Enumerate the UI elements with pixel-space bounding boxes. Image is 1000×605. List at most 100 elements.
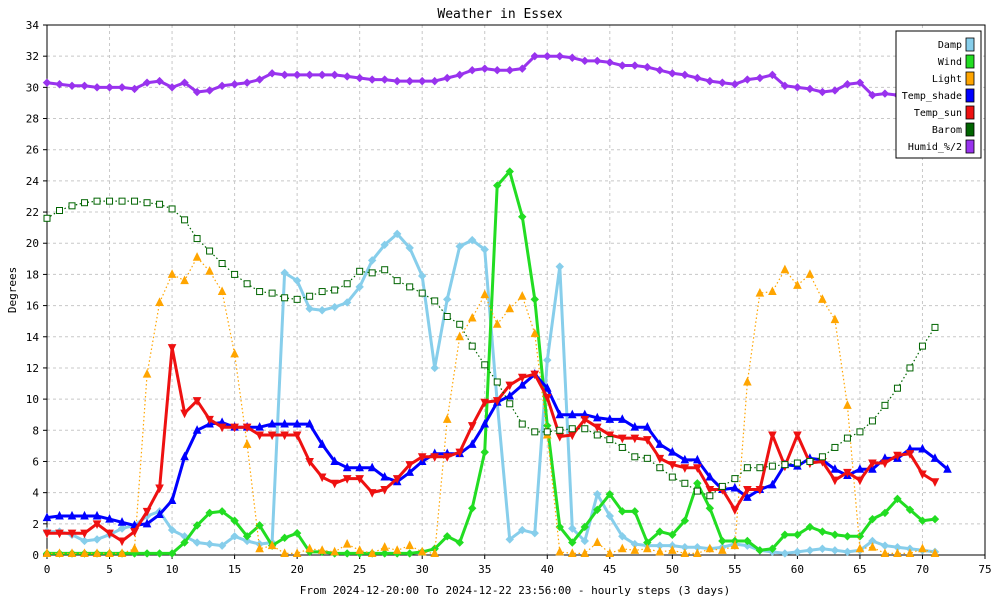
- data-point: [180, 451, 189, 461]
- data-point: [630, 507, 640, 516]
- data-point: [918, 470, 927, 480]
- data-point: [931, 323, 939, 331]
- data-point: [118, 197, 126, 205]
- x-tick-label: 75: [978, 563, 991, 576]
- data-point: [405, 76, 414, 86]
- data-point: [643, 62, 652, 72]
- data-point: [380, 542, 389, 551]
- data-point: [805, 522, 815, 532]
- data-point: [292, 548, 302, 557]
- data-point: [805, 269, 815, 278]
- data-point: [467, 312, 477, 322]
- data-point: [743, 492, 752, 501]
- data-point: [42, 529, 52, 539]
- data-point: [42, 548, 52, 557]
- data-point: [930, 478, 940, 487]
- data-point: [918, 543, 927, 553]
- data-point: [67, 548, 77, 557]
- data-point: [367, 256, 377, 265]
- data-point: [705, 543, 715, 553]
- data-point: [155, 484, 164, 494]
- data-point: [480, 245, 489, 254]
- legend-swatch: [965, 139, 975, 154]
- data-point: [730, 80, 740, 89]
- data-point: [417, 76, 427, 86]
- x-tick-label: 15: [228, 563, 241, 576]
- data-point: [693, 479, 702, 488]
- data-point: [455, 538, 464, 547]
- data-point: [218, 260, 226, 267]
- data-point: [593, 56, 602, 66]
- data-point: [93, 197, 101, 205]
- data-point: [905, 450, 915, 459]
- y-tick-label: 10: [26, 393, 39, 406]
- data-point: [205, 539, 214, 549]
- data-point: [117, 548, 127, 557]
- data-point: [217, 81, 227, 91]
- data-point: [255, 543, 264, 553]
- data-point: [831, 443, 839, 451]
- legend-swatch: [965, 88, 975, 103]
- data-point: [117, 517, 127, 526]
- data-point: [843, 400, 852, 409]
- data-point: [342, 538, 352, 548]
- data-point: [392, 545, 402, 554]
- data-point: [555, 262, 564, 271]
- data-point: [206, 247, 214, 255]
- data-point: [280, 70, 289, 80]
- data-point: [793, 83, 802, 92]
- data-point: [242, 439, 252, 448]
- data-point: [205, 86, 214, 95]
- data-point: [292, 418, 302, 428]
- data-point: [293, 295, 301, 303]
- data-point: [656, 464, 664, 472]
- data-point: [230, 80, 239, 89]
- data-point: [780, 549, 790, 558]
- data-point: [155, 549, 164, 558]
- data-point: [342, 462, 352, 472]
- data-point: [843, 532, 852, 541]
- data-point: [393, 277, 401, 285]
- data-point: [443, 295, 452, 304]
- data-point: [855, 78, 865, 87]
- data-point: [580, 522, 589, 532]
- data-point: [617, 434, 627, 444]
- data-point: [380, 471, 389, 481]
- data-point: [530, 528, 539, 538]
- data-point: [405, 467, 415, 476]
- data-point: [530, 328, 540, 338]
- y-tick-label: 28: [26, 113, 39, 126]
- data-point: [268, 289, 276, 297]
- data-point: [680, 70, 690, 80]
- data-point: [267, 69, 277, 78]
- data-point: [517, 373, 527, 383]
- data-point: [80, 510, 89, 520]
- x-tick-label: 65: [853, 563, 866, 576]
- data-point: [392, 229, 402, 239]
- y-tick-label: 8: [32, 424, 39, 437]
- data-point: [305, 70, 314, 80]
- data-point: [518, 64, 527, 73]
- data-point: [818, 544, 827, 553]
- data-point: [580, 536, 589, 546]
- data-point: [805, 84, 815, 94]
- data-point: [505, 65, 514, 75]
- data-point: [192, 87, 202, 97]
- data-point: [855, 476, 865, 486]
- data-point: [492, 397, 502, 406]
- data-point: [443, 532, 452, 541]
- data-point: [92, 83, 102, 92]
- data-point: [855, 543, 865, 553]
- data-point: [505, 535, 514, 544]
- legend-swatch: [965, 54, 975, 69]
- data-point: [405, 243, 414, 253]
- data-point: [180, 409, 189, 419]
- data-point: [768, 462, 776, 470]
- data-point: [305, 418, 314, 428]
- data-point: [693, 548, 702, 557]
- data-point: [580, 415, 590, 425]
- data-point: [330, 456, 339, 465]
- x-tick-label: 20: [291, 563, 304, 576]
- data-point: [880, 459, 890, 469]
